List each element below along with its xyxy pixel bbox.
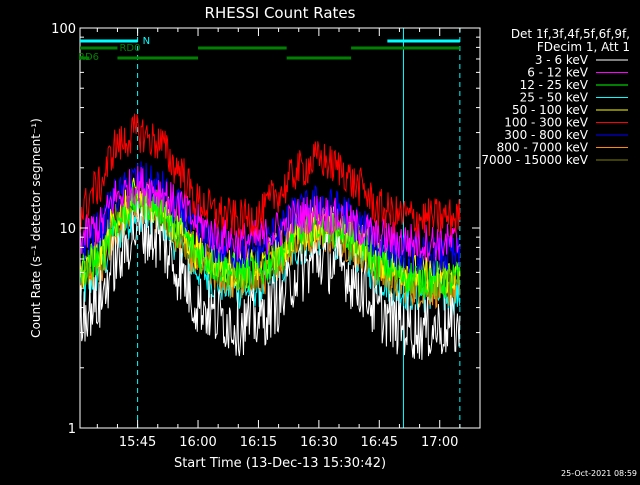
y-tick-label-2: 100	[51, 22, 76, 37]
legend-label-1: 6 - 12 keV	[527, 66, 589, 80]
flag-label-rd0: RD0	[119, 43, 140, 54]
legend-label-7: 800 - 7000 keV	[497, 141, 589, 155]
series-line-5	[79, 113, 461, 238]
legend-label-5: 100 - 300 keV	[504, 116, 588, 130]
x-tick-label-0: 15:45	[119, 435, 156, 450]
series-line-8	[79, 185, 461, 302]
plot-frame: RHESSI Count Rates Start Time (13-Dec-13…	[29, 4, 637, 478]
legend-label-0: 3 - 6 keV	[535, 53, 589, 67]
legend-label-8: 7000 - 15000 keV	[481, 153, 588, 167]
y-tick-label-1: 10	[59, 222, 76, 237]
y-axis-label: Count Rate (s⁻¹ detector segment⁻¹)	[29, 118, 43, 338]
x-tick-label-5: 17:00	[421, 435, 458, 450]
x-tick-label-2: 16:15	[240, 435, 277, 450]
chart-title: RHESSI Count Rates	[205, 4, 356, 22]
legend-label-6: 300 - 800 keV	[504, 128, 588, 142]
footer-timestamp: 25-Oct-2021 08:59	[561, 469, 637, 478]
x-tick-label-1: 16:00	[179, 435, 216, 450]
x-axis-label: Start Time (13-Dec-13 15:30:42)	[174, 456, 386, 471]
legend-header-2: FDecim 1, Att 1	[537, 40, 630, 54]
x-tick-label-4: 16:45	[361, 435, 398, 450]
series-line-1	[79, 166, 461, 262]
series-line-0	[79, 200, 461, 360]
y-tick-label-0: 1	[68, 422, 76, 437]
x-tick-label-3: 16:30	[300, 435, 337, 450]
flag-label-rd6: RD6	[78, 52, 99, 63]
legend-label-2: 12 - 25 keV	[520, 78, 589, 92]
legend-label-3: 25 - 50 keV	[520, 91, 589, 105]
legend-label-4: 50 - 100 keV	[512, 103, 589, 117]
flag-label-n: N	[143, 36, 150, 47]
legend-header-1: Det 1f,3f,4f,5f,6f,9f,	[511, 27, 630, 41]
